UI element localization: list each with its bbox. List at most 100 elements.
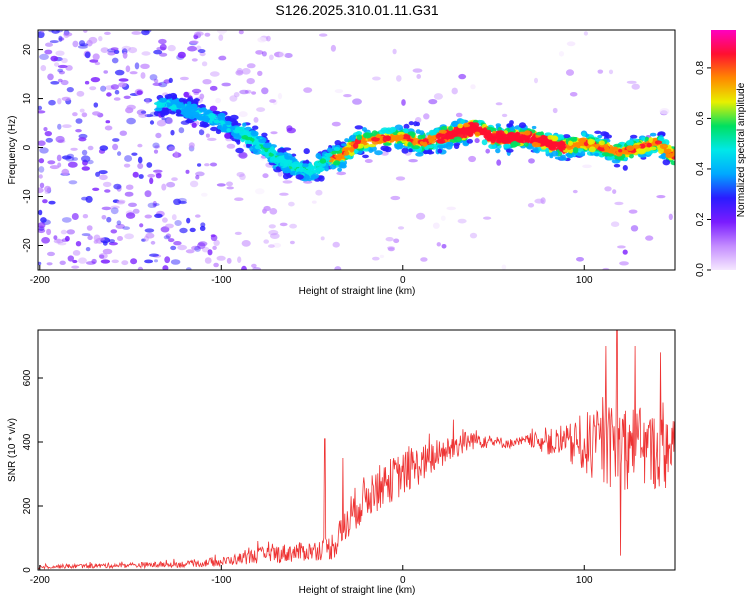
heatmap-speckle (162, 217, 168, 223)
heatmap-speckle (46, 228, 52, 236)
heatmap-speckle (112, 199, 120, 203)
heatmap-speckle (191, 58, 198, 62)
heatmap-cell (295, 174, 304, 180)
heatmap-cell (329, 163, 337, 170)
heatmap-speckle (213, 239, 220, 246)
heatmap-speckle (60, 229, 67, 235)
heatmap-cell (604, 145, 610, 151)
heatmap-cell (285, 159, 292, 164)
heatmap-cell (428, 138, 434, 143)
heatmap-cell (581, 132, 586, 137)
heatmap-speckle (46, 262, 53, 266)
heatmap-speckle (87, 145, 94, 151)
heatmap-cell (164, 94, 173, 99)
heatmap-speckle (239, 173, 246, 180)
heatmap-cell (641, 137, 646, 141)
heatmap-speckle (153, 169, 163, 173)
heatmap-speckle (137, 143, 143, 148)
figure-title: S126.2025.310.01.11.G31 (275, 2, 438, 18)
heatmap-cell (501, 138, 509, 144)
heatmap-cell (254, 144, 261, 150)
heatmap-speckle (251, 91, 257, 95)
snr-x-tick-label: 100 (576, 575, 593, 586)
heatmap-cell (568, 153, 572, 158)
heatmap-speckle (110, 47, 119, 51)
heatmap-speckle (495, 102, 503, 106)
heatmap-cell (310, 174, 316, 181)
heatmap-speckle (455, 112, 463, 118)
heatmap-cell (426, 144, 435, 149)
heatmap-speckle (420, 257, 428, 262)
heatmap-speckle (446, 206, 457, 211)
heatmap-cell (503, 143, 511, 149)
heatmap-speckle (70, 147, 78, 151)
heatmap-cell (661, 152, 667, 160)
heatmap-cell (290, 171, 296, 176)
heatmap-cell (600, 131, 609, 137)
heatmap-speckle (117, 236, 123, 241)
heatmap-x-tick-label: -100 (211, 275, 231, 286)
heatmap-speckle (84, 51, 91, 59)
heatmap-speckle (125, 65, 131, 73)
heatmap-speckle (195, 214, 201, 218)
heatmap-speckle (204, 32, 211, 37)
heatmap-cell (241, 135, 249, 140)
heatmap-cell (665, 153, 674, 159)
heatmap-cell (154, 107, 163, 112)
heatmap-cell (369, 145, 377, 152)
heatmap-speckle (185, 169, 190, 174)
heatmap-speckle (234, 197, 244, 201)
heatmap-speckle (468, 155, 476, 163)
heatmap-cell (616, 152, 623, 157)
heatmap-speckle (49, 165, 60, 170)
heatmap-speckle (269, 233, 280, 239)
heatmap-speckle (628, 209, 638, 214)
heatmap-cell (178, 97, 185, 103)
heatmap-speckle (237, 256, 242, 264)
heatmap-speckle (229, 95, 238, 102)
heatmap-speckle (116, 199, 126, 204)
heatmap-speckle (50, 81, 60, 85)
heatmap-speckle (136, 90, 143, 95)
heatmap-speckle (428, 99, 438, 105)
heatmap-speckle (215, 97, 222, 104)
heatmap-speckle (163, 235, 170, 240)
heatmap-cell (613, 163, 621, 168)
heatmap-speckle (145, 98, 150, 104)
heatmap-cell (389, 126, 397, 133)
heatmap-cell (212, 110, 221, 115)
heatmap-speckle (668, 213, 673, 220)
heatmap-speckle (85, 195, 93, 203)
heatmap-cell (394, 124, 403, 131)
heatmap-speckle (68, 180, 78, 185)
heatmap-speckle (534, 77, 538, 84)
heatmap-cell (453, 136, 463, 143)
heatmap-cell (568, 140, 573, 146)
heatmap-speckle (101, 215, 107, 220)
heatmap-speckle (112, 143, 119, 151)
heatmap-speckle (241, 265, 247, 270)
heatmap-speckle (583, 31, 589, 36)
heatmap-cell (176, 104, 181, 108)
colorbar-label: Normalized spectral amplitude (736, 82, 747, 217)
heatmap-cell (302, 163, 309, 168)
heatmap-speckle (162, 265, 169, 270)
heatmap-speckle (57, 64, 68, 69)
heatmap-speckle (131, 152, 138, 156)
heatmap-speckle (261, 87, 269, 95)
heatmap-speckle (210, 234, 218, 241)
snr-y-tick-label: 200 (22, 497, 33, 514)
heatmap-speckle (66, 87, 74, 93)
heatmap-speckle (38, 31, 45, 39)
heatmap-cell (572, 147, 579, 154)
heatmap-cell (383, 142, 391, 146)
heatmap-speckle (104, 31, 111, 35)
heatmap-cell (382, 129, 389, 134)
heatmap-speckle (134, 62, 140, 70)
heatmap-speckle (440, 215, 446, 221)
heatmap-speckle (102, 241, 108, 246)
heatmap-cell (224, 132, 231, 139)
heatmap-speckle (123, 95, 131, 100)
heatmap-speckle (209, 71, 220, 77)
heatmap-speckle (558, 51, 565, 57)
